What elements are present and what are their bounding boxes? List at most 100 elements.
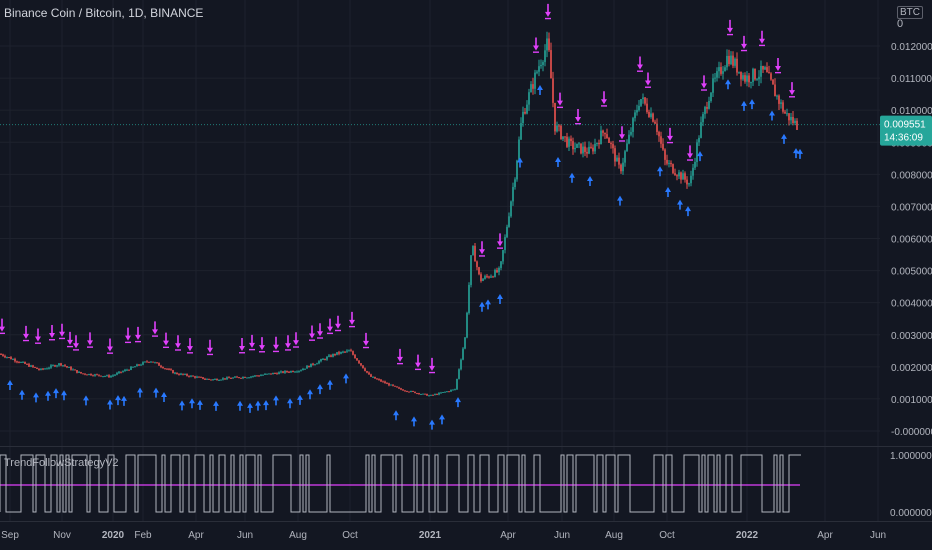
candle-body — [110, 376, 112, 378]
candle-body — [390, 384, 392, 386]
candle-body — [214, 378, 216, 380]
candle-body — [504, 237, 506, 251]
candle-body — [630, 131, 632, 135]
sell-arrow-bar — [207, 353, 213, 356]
sell-arrow-bar — [175, 349, 181, 351]
candle-body — [212, 379, 214, 381]
candle-body — [14, 359, 16, 362]
candle-body — [682, 173, 684, 180]
x-tick-label: Feb — [134, 530, 152, 541]
sell-arrow-icon — [545, 3, 551, 17]
candle-body — [436, 394, 438, 396]
candle-body — [290, 370, 292, 373]
candle-body — [310, 363, 312, 368]
y-tick-label: 0.008000 — [891, 170, 932, 181]
candle-body — [210, 379, 212, 381]
sell-arrow-icon — [35, 328, 41, 342]
candle-body — [754, 68, 756, 80]
candle-body — [416, 393, 418, 395]
candle-body — [244, 376, 246, 378]
candle-body — [592, 147, 594, 152]
candle-body — [322, 359, 324, 361]
sell-arrow-bar — [152, 335, 158, 337]
candle-body — [672, 164, 674, 174]
candle-body — [16, 361, 18, 363]
candle-body — [272, 372, 274, 375]
sell-arrow-icon — [429, 357, 435, 371]
buy-arrow-icon — [657, 166, 663, 177]
candle-body — [618, 157, 620, 165]
buy-arrow-icon — [247, 402, 253, 413]
buy-arrow-icon — [83, 395, 89, 406]
pane-separator[interactable] — [0, 446, 932, 447]
sell-arrow-icon — [0, 318, 5, 332]
buy-arrow-icon — [161, 391, 167, 402]
candle-body — [60, 363, 62, 366]
sell-arrow-bar — [163, 346, 169, 349]
candle-body — [98, 374, 100, 376]
sell-arrow-icon — [687, 145, 693, 159]
candle-body — [306, 365, 308, 369]
candle-body — [434, 394, 436, 396]
sell-arrow-icon — [273, 336, 279, 350]
last-price-tag — [880, 115, 932, 146]
candle-body — [36, 367, 38, 369]
candle-body — [332, 354, 334, 357]
buy-arrow-icon — [287, 398, 293, 409]
candle-body — [146, 361, 148, 363]
sell-arrow-icon — [175, 335, 181, 349]
sell-arrow-icon — [239, 338, 245, 352]
candle-body — [642, 97, 644, 100]
candle-body — [78, 371, 80, 373]
candle-body — [476, 261, 478, 268]
sell-arrow-bar — [239, 352, 245, 354]
candle-body — [68, 366, 70, 368]
candle-body — [62, 365, 64, 367]
candle-body — [760, 65, 762, 77]
candle-body — [792, 116, 794, 124]
sell-arrow-bar — [249, 348, 255, 351]
currency-badge[interactable]: BTC 0 — [897, 6, 932, 30]
candle-body — [684, 173, 686, 180]
candle-body — [748, 75, 750, 83]
y-tick-label: 0.012000 — [891, 42, 932, 53]
candle-body — [198, 376, 200, 378]
candle-body — [606, 134, 608, 139]
candle-body — [298, 370, 300, 372]
candle-body — [294, 371, 296, 373]
candle-body — [346, 350, 348, 352]
candle-body — [350, 350, 352, 352]
sell-arrow-bar — [49, 339, 55, 341]
candle-body — [304, 368, 306, 370]
candle-body — [40, 368, 42, 370]
buy-arrow-icon — [137, 387, 143, 398]
candle-body — [360, 363, 362, 366]
candle-body — [84, 373, 86, 375]
candle-body — [610, 142, 612, 145]
candle-body — [318, 361, 320, 364]
buy-arrow-icon — [19, 389, 25, 400]
sell-arrow-bar — [637, 70, 643, 72]
buy-arrow-icon — [197, 399, 203, 410]
candle-body — [468, 284, 470, 313]
candle-body — [142, 362, 144, 365]
candle-body — [676, 175, 678, 177]
buy-arrow-icon — [107, 399, 113, 410]
candle-body — [584, 146, 586, 152]
sell-arrow-icon — [107, 338, 113, 352]
y-tick-label: 0.006000 — [891, 235, 932, 246]
candle-body — [616, 157, 618, 162]
candle-body — [724, 67, 726, 72]
candle-body — [778, 95, 780, 104]
sell-arrow-icon — [87, 332, 93, 346]
candle-body — [604, 132, 606, 135]
candle-body — [168, 369, 170, 371]
buy-arrow-icon — [189, 398, 195, 409]
buy-arrow-icon — [697, 151, 703, 162]
sell-arrow-icon — [23, 325, 29, 339]
candle-body — [696, 142, 698, 162]
candle-body — [216, 378, 218, 381]
candle-body — [566, 136, 568, 147]
candle-body — [328, 355, 330, 357]
